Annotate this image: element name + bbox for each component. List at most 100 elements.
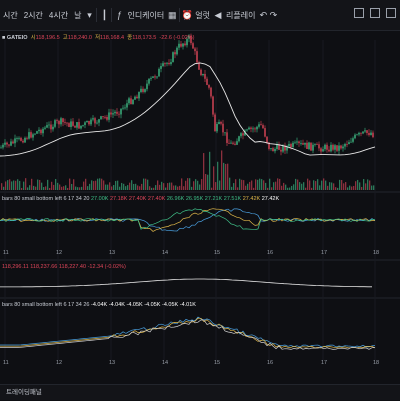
candle-body — [294, 142, 296, 144]
volume-bar — [165, 187, 167, 190]
candle-body — [238, 136, 240, 142]
candle-body — [78, 122, 80, 129]
candle-body — [262, 125, 264, 129]
candle-body — [232, 142, 234, 144]
candle-body — [134, 96, 136, 100]
volume-bar — [153, 187, 155, 190]
volume-bar — [1, 183, 3, 190]
interval-day[interactable]: 날 — [74, 10, 82, 20]
candle-body — [236, 141, 238, 145]
candle-body — [368, 132, 370, 136]
price-chart[interactable] — [0, 30, 400, 370]
replay-button[interactable]: 리플레이 — [226, 10, 256, 20]
candle-body — [212, 96, 214, 115]
candle-body — [132, 99, 134, 105]
fullscreen-icon[interactable] — [370, 8, 380, 18]
candle-body — [316, 144, 318, 146]
volume-bar — [367, 179, 369, 190]
trading-panel-label[interactable]: 트레이딩패널 — [6, 389, 42, 396]
chart-area[interactable]: ■ GATEIO 시118,196.5 고118,240.0 저118,168.… — [0, 30, 400, 370]
candle-body — [194, 48, 196, 52]
interval-1h[interactable]: 시간 — [3, 10, 18, 20]
volume-bar — [139, 186, 141, 190]
candle-body — [128, 98, 130, 104]
chevron-down-icon[interactable]: ▾ — [87, 9, 92, 20]
interval-4h[interactable]: 4시간 — [48, 10, 69, 20]
candle-body — [366, 130, 368, 133]
volume-bar — [235, 179, 237, 190]
volume-bar — [313, 180, 315, 190]
volume-bar — [113, 185, 115, 190]
volume-bar — [87, 186, 89, 190]
volume-bar — [251, 180, 253, 190]
layout-grid-icon[interactable]: ▦ — [168, 9, 177, 20]
volume-bar — [191, 186, 193, 190]
candle-body — [14, 138, 16, 144]
candle-body — [336, 145, 338, 151]
volume-bar — [189, 178, 191, 190]
volume-bar — [27, 187, 29, 190]
candle-body — [252, 128, 254, 130]
change-value: -22.6 (-0.02%) — [159, 35, 195, 41]
candle-body — [200, 69, 202, 76]
candle-body — [202, 73, 204, 76]
indicators-icon[interactable]: ƒ — [116, 10, 122, 20]
volume-bar — [97, 178, 99, 190]
alert-button[interactable]: 얼럿 — [195, 10, 210, 20]
lower-pane-line — [0, 317, 376, 349]
candle-body — [186, 38, 188, 46]
volume-bar — [307, 178, 309, 190]
candle-body — [84, 122, 86, 126]
candle-body — [100, 116, 102, 120]
candle-body — [216, 124, 218, 132]
candle-body — [258, 124, 260, 127]
candle-body — [140, 88, 142, 93]
oscillator-line — [0, 208, 376, 232]
candle-body — [6, 142, 8, 145]
volume-bar — [311, 187, 313, 190]
layout-icon[interactable] — [354, 8, 364, 18]
alarm-icon[interactable]: ⏰ — [181, 9, 193, 20]
candle-body — [318, 144, 320, 149]
candle-body — [10, 141, 12, 146]
volume-bar — [175, 185, 177, 190]
lower-legend: bars 80 small bottom left 6 17 34 26 -4.… — [2, 302, 196, 308]
redo-icon[interactable]: ↷ — [269, 9, 278, 20]
volume-bar — [213, 166, 215, 190]
volume-bar — [183, 186, 185, 190]
candle-body — [290, 144, 292, 148]
candle-body — [256, 126, 258, 130]
candle-body — [116, 111, 118, 114]
vol-value: 27.18K — [109, 196, 128, 202]
volume-bar — [7, 180, 9, 190]
interval-2h[interactable]: 2시간 — [23, 10, 43, 20]
volume-bar — [201, 179, 203, 190]
indicators-button[interactable]: 인디케이터 — [127, 10, 165, 20]
candle-body — [300, 143, 302, 144]
candle-body — [76, 122, 78, 128]
candle-body — [240, 133, 242, 137]
vol-value: 27.40K — [147, 196, 166, 202]
candle-type-icon[interactable]: ┃ — [101, 9, 108, 20]
candle-body — [246, 129, 248, 131]
volume-bar — [177, 186, 179, 190]
volume-bar — [227, 163, 229, 190]
volume-bar — [277, 178, 279, 190]
candle-body — [98, 119, 100, 123]
high-label: 고 — [62, 35, 68, 41]
trading-panel-bar[interactable]: 트레이딩패널 — [0, 384, 400, 400]
volume-bar — [171, 182, 173, 190]
volume-bar — [289, 187, 291, 190]
candle-body — [326, 144, 328, 150]
volume-bar — [355, 181, 357, 190]
volume-bar — [157, 180, 159, 190]
close-pane-icon[interactable]: ■ — [2, 35, 7, 41]
volume-bar — [221, 150, 223, 190]
volume-bar — [111, 186, 113, 190]
candle-body — [362, 131, 364, 134]
camera-icon[interactable] — [386, 8, 396, 18]
volume-bar — [253, 187, 255, 190]
candle-body — [274, 148, 276, 152]
replay-icon[interactable]: ◀ — [214, 9, 222, 20]
undo-icon[interactable]: ↶ — [259, 9, 268, 20]
